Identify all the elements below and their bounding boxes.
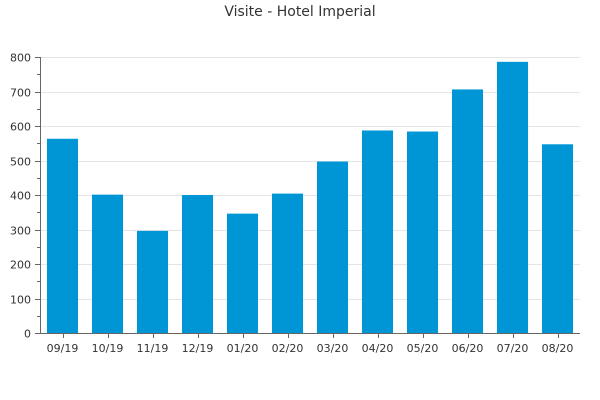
bar-06-20: [451, 89, 484, 334]
bar-01-20: [226, 213, 259, 333]
bar-02-20: [271, 193, 304, 333]
bar-04-20: [361, 130, 394, 333]
y-tick-label: 700: [10, 87, 31, 100]
bar-07-20: [496, 61, 529, 333]
x-tick-label: 06/20: [452, 342, 484, 355]
x-axis-ticks: 09/19 10/19 11/19 12/19 01/20 02/20 03/20 04/20…: [47, 333, 574, 355]
y-tick-label: 100: [10, 294, 31, 307]
bar-11-19: [136, 230, 169, 333]
gridlines: [40, 57, 580, 300]
bar-08-20: [541, 144, 574, 333]
bar-03-20: [316, 161, 349, 333]
x-tick-label: 10/19: [92, 342, 124, 355]
bar-09-19: [46, 138, 79, 333]
y-tick-label: 400: [10, 190, 31, 203]
x-tick-label: 08/20: [542, 342, 574, 355]
bar-05-20: [406, 131, 439, 333]
bar-10-19: [91, 194, 124, 333]
bar-12-19: [181, 195, 214, 333]
y-tick-label: 600: [10, 121, 31, 134]
x-tick-label: 02/20: [272, 342, 304, 355]
x-tick-label: 09/19: [47, 342, 79, 355]
x-tick-label: 12/19: [182, 342, 214, 355]
y-tick-label: 0: [24, 328, 31, 341]
x-tick-label: 05/20: [407, 342, 439, 355]
x-tick-label: 03/20: [317, 342, 349, 355]
x-tick-label: 11/19: [137, 342, 169, 355]
x-tick-label: 01/20: [227, 342, 259, 355]
x-tick-label: 04/20: [362, 342, 394, 355]
bars: [46, 61, 574, 334]
y-tick-label: 500: [10, 156, 31, 169]
x-tick-label: 07/20: [497, 342, 529, 355]
axes: [40, 57, 580, 334]
y-tick-label: 200: [10, 259, 31, 272]
y-tick-label: 800: [10, 52, 31, 65]
y-axis-ticks: 0 100 200 300 400 500 600 700 800: [10, 52, 40, 341]
chart-title: Visite - Hotel Imperial: [224, 4, 376, 20]
y-tick-label: 300: [10, 225, 31, 238]
